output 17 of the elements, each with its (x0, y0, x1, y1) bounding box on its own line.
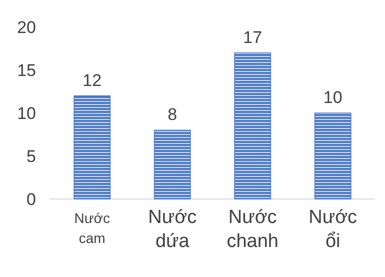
data-label: 8 (168, 105, 178, 124)
bar (314, 112, 352, 200)
x-tick-label: Nước cam (74, 210, 110, 246)
y-tick-label: 20 (17, 18, 36, 37)
data-label: 12 (82, 70, 102, 90)
data-label: 17 (243, 28, 262, 47)
y-tick-label: 15 (17, 60, 36, 80)
bar (154, 130, 191, 200)
x-tick-label: Nước ổi (308, 207, 358, 252)
bar (234, 52, 272, 200)
y-tick-label: 10 (17, 104, 36, 123)
x-tick-label: Nước chanh (226, 207, 279, 252)
bar (74, 95, 111, 200)
y-tick-label: 5 (26, 146, 36, 166)
data-label: 10 (323, 88, 342, 107)
x-tick-label: Nước dứa (148, 207, 197, 252)
y-tick-label: 0 (26, 190, 36, 209)
